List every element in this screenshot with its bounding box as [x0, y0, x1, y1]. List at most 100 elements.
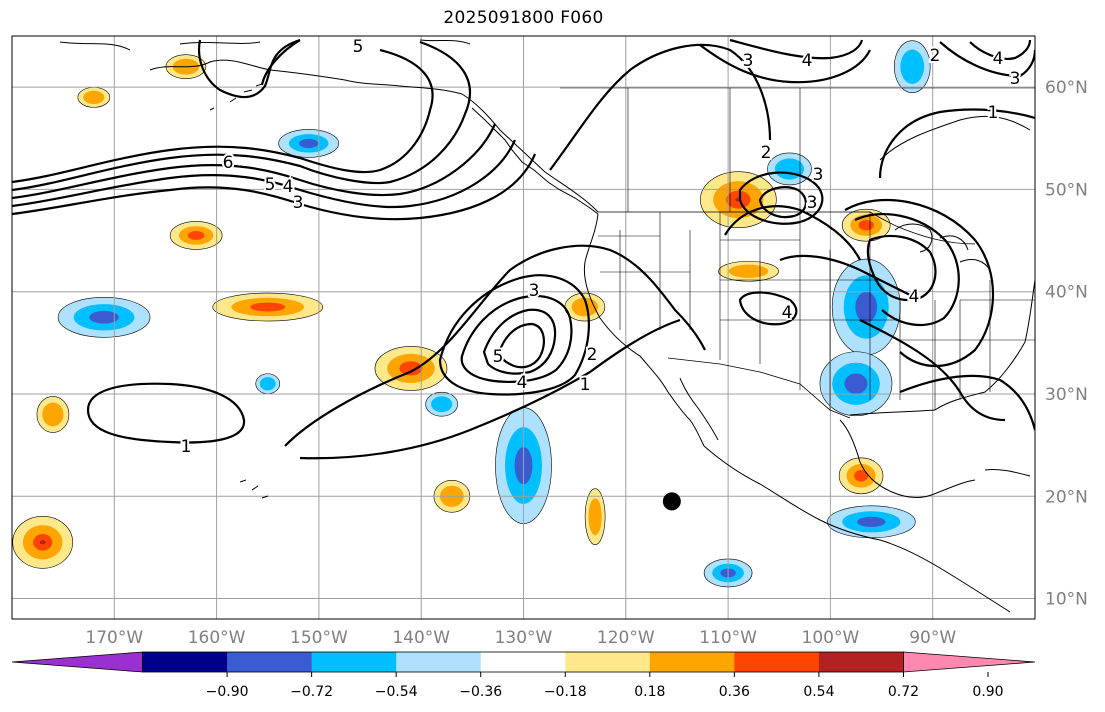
colorbar-segment	[396, 652, 482, 672]
negative-anomaly-area	[431, 396, 453, 413]
contour-line	[86, 382, 246, 444]
contour-line	[482, 308, 557, 375]
contour-label: 5	[265, 175, 276, 195]
contour-line	[758, 186, 807, 219]
positive-anomaly-area	[187, 230, 205, 240]
contour-label: 4	[782, 303, 793, 323]
colorbar-segment	[565, 652, 651, 672]
longitude-tick-label: 100°W	[802, 628, 860, 648]
colorbar-segment	[480, 652, 566, 672]
positive-anomaly-area	[83, 90, 105, 104]
colorbar-segment	[818, 652, 904, 672]
negative-anomaly-area	[857, 516, 886, 527]
contour-line	[284, 244, 706, 447]
colorbar-tick-label: −0.36	[459, 684, 502, 700]
state-borders	[598, 212, 1035, 410]
negative-anomaly-area	[844, 373, 868, 394]
colorbar	[11, 651, 1036, 673]
hudson-bay	[879, 115, 1031, 161]
contour-label: 5	[353, 37, 364, 57]
colorbar-segment	[142, 652, 228, 672]
contour-line	[197, 38, 301, 99]
colorbar-tick-label: 0.90	[972, 684, 1003, 700]
colorbar-segment	[649, 652, 735, 672]
latitude-tick-label: 50°N	[1045, 180, 1088, 200]
contour-line	[549, 43, 772, 171]
contour-line	[12, 48, 434, 184]
longitude-tick-label: 140°W	[392, 628, 450, 648]
colorbar-tick-label: −0.54	[375, 684, 418, 700]
negative-anomaly-area	[900, 49, 925, 84]
colorbar-tick-label: 0.54	[803, 684, 834, 700]
longitude-tick-label: 150°W	[290, 628, 348, 648]
gulf-coastline	[839, 409, 976, 499]
contour-line	[724, 205, 861, 261]
map-frame	[11, 35, 1036, 620]
contour-line	[498, 322, 545, 369]
colorbar-segment	[734, 652, 820, 672]
mexico-coastline	[703, 445, 1011, 613]
contour-line	[899, 374, 1035, 431]
positive-anomaly-area	[858, 220, 874, 231]
contour-label: 4	[909, 287, 920, 307]
longitude-tick-label: 110°W	[699, 628, 757, 648]
contour-label: 4	[283, 177, 294, 197]
gridlines	[12, 36, 1035, 619]
contour-label: 3	[529, 281, 540, 301]
longitude-tick-label: 90°W	[909, 628, 956, 648]
contour-label: 3	[743, 51, 754, 71]
contour-lines	[12, 38, 1035, 460]
contour-label: 2	[587, 345, 598, 365]
location-marker[interactable]	[662, 492, 681, 511]
cuba	[984, 469, 1031, 477]
contour-line	[738, 291, 798, 326]
hawaii-islands	[239, 479, 269, 499]
colorbar-segment	[311, 652, 397, 672]
longitude-ticks: 170°W 160°W 150°W 140°W 130°W 120°W 110°W 100°W…	[85, 628, 956, 648]
shaded-anomaly-layer	[12, 40, 931, 588]
contour-line	[939, 41, 1035, 78]
positive-anomaly-area	[571, 297, 599, 317]
coastlines-and-borders	[59, 39, 1035, 613]
positive-anomaly-area	[42, 402, 64, 427]
contour-label: 3	[1010, 69, 1021, 89]
contour-label: 2	[930, 46, 941, 66]
contour-label: 1	[988, 103, 999, 123]
colorbar-tick-label: 0.36	[719, 684, 750, 700]
us-mexico-border	[667, 357, 851, 419]
colorbar-tick-label: −0.18	[544, 684, 587, 700]
canada-provinces	[560, 87, 1035, 212]
contour-line	[969, 39, 1032, 60]
contour-label: 6	[223, 153, 234, 173]
colorbar-tick-label: 0.18	[634, 684, 665, 700]
alaska-coastline	[149, 59, 599, 213]
latitude-tick-label: 10°N	[1045, 590, 1088, 610]
contour-line	[866, 234, 937, 302]
contour-line	[854, 213, 960, 326]
longitude-tick-label: 160°W	[188, 628, 246, 648]
colorbar-tick-label: 0.72	[888, 684, 919, 700]
colorbar-segment	[227, 652, 313, 672]
positive-anomaly-area	[399, 361, 423, 376]
east-coastline	[934, 279, 1035, 411]
longitude-tick-label: 120°W	[597, 628, 655, 648]
negative-anomaly-area	[89, 310, 119, 324]
latitude-tick-label: 20°N	[1045, 487, 1088, 507]
baja-peninsula	[667, 377, 719, 447]
negative-anomaly-area	[299, 138, 319, 148]
colorbar-tick-label: −0.72	[290, 684, 333, 700]
latitude-tick-label: 30°N	[1045, 385, 1088, 405]
contour-label: 4	[517, 373, 528, 393]
contour-line	[878, 108, 1035, 179]
contour-line	[260, 39, 301, 86]
contour-label: 1	[580, 375, 591, 395]
positive-anomaly-area	[39, 540, 46, 545]
aleutian-islands	[209, 83, 263, 111]
contour-line	[844, 198, 995, 368]
colorbar-frame	[142, 651, 904, 673]
contour-label: 3	[293, 193, 304, 213]
contour-line	[460, 294, 573, 383]
